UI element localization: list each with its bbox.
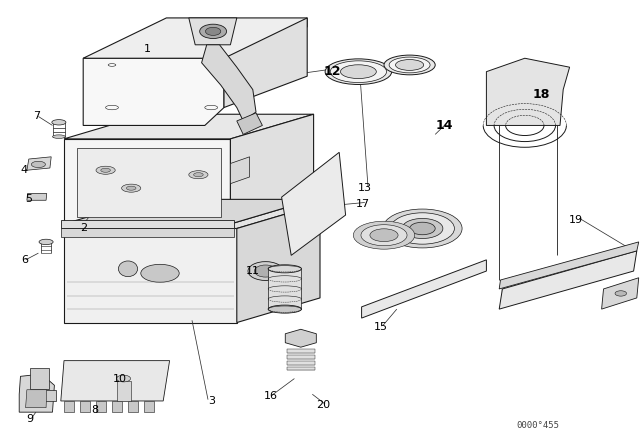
Polygon shape [287,361,315,365]
Ellipse shape [39,239,53,245]
Polygon shape [128,401,138,412]
Ellipse shape [96,166,115,174]
Text: 0000°455: 0000°455 [516,421,559,430]
Text: 19: 19 [569,215,583,224]
Polygon shape [237,204,320,323]
Ellipse shape [116,375,131,382]
Polygon shape [117,381,131,401]
Ellipse shape [31,161,45,168]
Polygon shape [202,45,256,121]
Polygon shape [83,58,224,125]
Ellipse shape [254,265,276,277]
Ellipse shape [200,24,227,39]
Ellipse shape [384,55,435,75]
Polygon shape [64,114,314,139]
Ellipse shape [189,171,208,179]
Ellipse shape [383,209,462,248]
Polygon shape [237,113,262,134]
Text: 16: 16 [264,392,278,401]
Ellipse shape [370,229,398,241]
Polygon shape [112,401,122,412]
Text: 8: 8 [91,405,99,415]
Polygon shape [61,228,234,237]
Ellipse shape [127,186,136,190]
Polygon shape [64,204,320,228]
Polygon shape [602,278,639,309]
Polygon shape [230,157,250,184]
Polygon shape [80,401,90,412]
Polygon shape [27,194,47,200]
Polygon shape [61,220,234,228]
Polygon shape [30,368,49,388]
Text: 18: 18 [532,87,550,101]
Polygon shape [285,329,316,347]
Polygon shape [64,199,314,224]
Ellipse shape [361,225,407,246]
Text: 13: 13 [358,183,372,193]
Ellipse shape [52,135,65,138]
Polygon shape [287,355,315,359]
Polygon shape [64,401,74,412]
Ellipse shape [193,172,204,177]
Ellipse shape [353,221,415,249]
Ellipse shape [141,264,179,282]
Text: 2: 2 [79,224,87,233]
Polygon shape [287,349,315,353]
Polygon shape [26,390,47,408]
Text: 12: 12 [324,65,342,78]
Polygon shape [499,242,639,289]
Text: 11: 11 [246,266,260,276]
Polygon shape [64,139,230,224]
Text: 15: 15 [374,322,388,332]
Ellipse shape [122,184,141,192]
Polygon shape [499,251,637,309]
Polygon shape [83,18,307,58]
Ellipse shape [248,262,283,280]
Text: 6: 6 [21,255,28,265]
Text: 14: 14 [436,119,454,132]
Polygon shape [96,401,106,412]
Text: 3: 3 [208,396,214,406]
Polygon shape [19,374,54,412]
Text: 1: 1 [144,44,150,54]
Ellipse shape [390,213,454,244]
Polygon shape [282,152,346,255]
Polygon shape [230,114,314,224]
Ellipse shape [268,305,301,313]
Polygon shape [144,401,154,412]
Ellipse shape [325,59,392,85]
Polygon shape [486,58,570,125]
Text: 5: 5 [26,194,32,204]
Ellipse shape [410,222,435,235]
Text: 9: 9 [26,414,34,424]
Text: 10: 10 [113,374,127,383]
Text: 7: 7 [33,112,41,121]
Ellipse shape [330,61,387,82]
Polygon shape [287,367,315,370]
Ellipse shape [615,291,627,296]
Ellipse shape [101,168,111,172]
Polygon shape [189,18,237,45]
Polygon shape [224,18,307,108]
Ellipse shape [52,120,66,125]
Ellipse shape [402,219,443,238]
Ellipse shape [118,261,138,276]
Text: 20: 20 [316,401,330,410]
Polygon shape [77,148,221,217]
Polygon shape [64,228,237,323]
Text: 4: 4 [20,165,28,175]
Ellipse shape [268,265,301,273]
Ellipse shape [340,65,376,78]
Polygon shape [61,361,170,401]
Ellipse shape [396,60,424,70]
Ellipse shape [205,27,221,35]
Polygon shape [27,157,51,170]
Text: 17: 17 [356,199,370,209]
Polygon shape [44,389,56,401]
Polygon shape [268,269,301,309]
Ellipse shape [389,57,430,73]
Polygon shape [362,260,486,318]
